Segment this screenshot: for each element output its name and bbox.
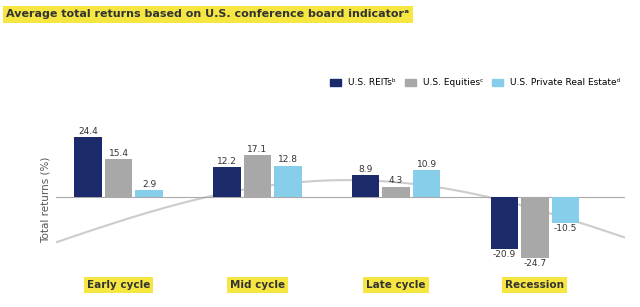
Text: Late cycle: Late cycle [366,280,426,290]
Bar [490,197,518,249]
Text: Early cycle: Early cycle [87,280,150,290]
Text: -20.9: -20.9 [493,250,516,259]
Text: 8.9: 8.9 [358,165,372,174]
Y-axis label: Total returns (%): Total returns (%) [40,157,51,243]
Text: 24.4: 24.4 [78,126,98,136]
Text: -10.5: -10.5 [554,224,577,233]
Bar [244,155,271,197]
Bar [74,137,102,197]
Text: -24.7: -24.7 [524,259,547,268]
Text: 2.9: 2.9 [142,180,156,189]
Text: Average total returns based on U.S. conference board indicatorᵃ: Average total returns based on U.S. conf… [6,9,410,19]
Text: 15.4: 15.4 [109,149,129,158]
Bar [274,165,301,197]
Bar [213,167,241,197]
Text: 17.1: 17.1 [247,145,268,154]
Text: Recession: Recession [506,280,564,290]
Bar [136,190,163,197]
Bar [521,197,548,258]
Text: 12.2: 12.2 [217,157,237,166]
Text: 4.3: 4.3 [389,176,403,185]
Bar [552,197,579,223]
Bar [382,187,410,197]
Bar [105,159,132,197]
Text: Mid cycle: Mid cycle [230,280,285,290]
Bar [352,175,380,197]
Text: 12.8: 12.8 [278,155,298,164]
Text: 10.9: 10.9 [417,160,436,169]
Legend: U.S. REITsᵇ, U.S. Equitiesᶜ, U.S. Private Real Estateᵈ: U.S. REITsᵇ, U.S. Equitiesᶜ, U.S. Privat… [330,78,621,87]
Bar [413,170,440,197]
